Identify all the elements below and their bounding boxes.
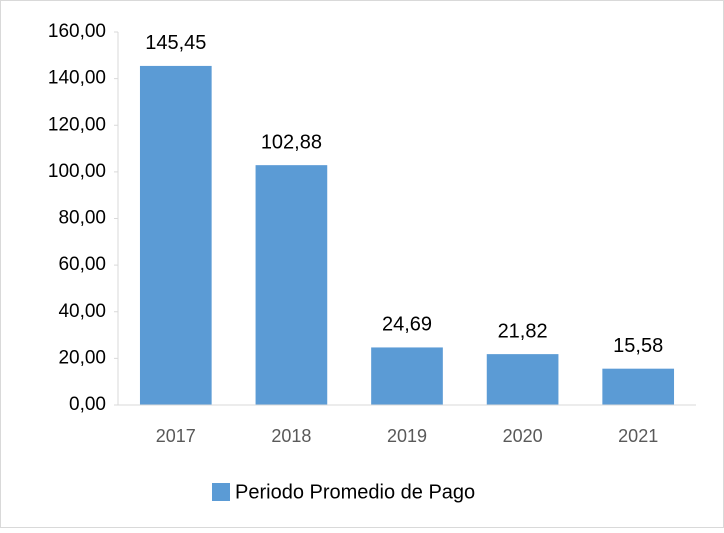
y-tick-label: 60,00 [58,254,106,275]
bar [486,354,559,405]
y-tick-label: 140,00 [48,68,106,89]
data-label: 24,69 [382,314,432,336]
y-tick-label: 40,00 [58,301,106,322]
data-label: 102,88 [261,131,322,153]
bar [139,65,212,406]
data-label: 21,82 [498,320,548,342]
data-label: 15,58 [613,335,663,357]
bar [255,165,328,405]
legend-label: Periodo Promedio de Pago [235,481,475,503]
legend: Periodo Promedio de Pago [212,481,475,503]
legend-swatch [212,483,230,501]
x-tick-label: 2019 [387,426,427,446]
x-tick-label: 2017 [156,426,196,446]
x-tick-label: 2021 [618,426,658,446]
bar [602,368,675,405]
bar [371,347,443,405]
y-tick-label: 160,00 [48,21,106,42]
data-label: 145,45 [145,32,206,54]
y-tick-label: 120,00 [48,114,106,135]
y-tick-label: 100,00 [48,161,106,182]
x-tick-label: 2020 [503,426,543,446]
y-tick-label: 80,00 [58,208,106,229]
y-tick-label: 0,00 [69,394,106,415]
x-tick-label: 2018 [271,426,311,446]
y-tick-label: 20,00 [58,347,106,368]
